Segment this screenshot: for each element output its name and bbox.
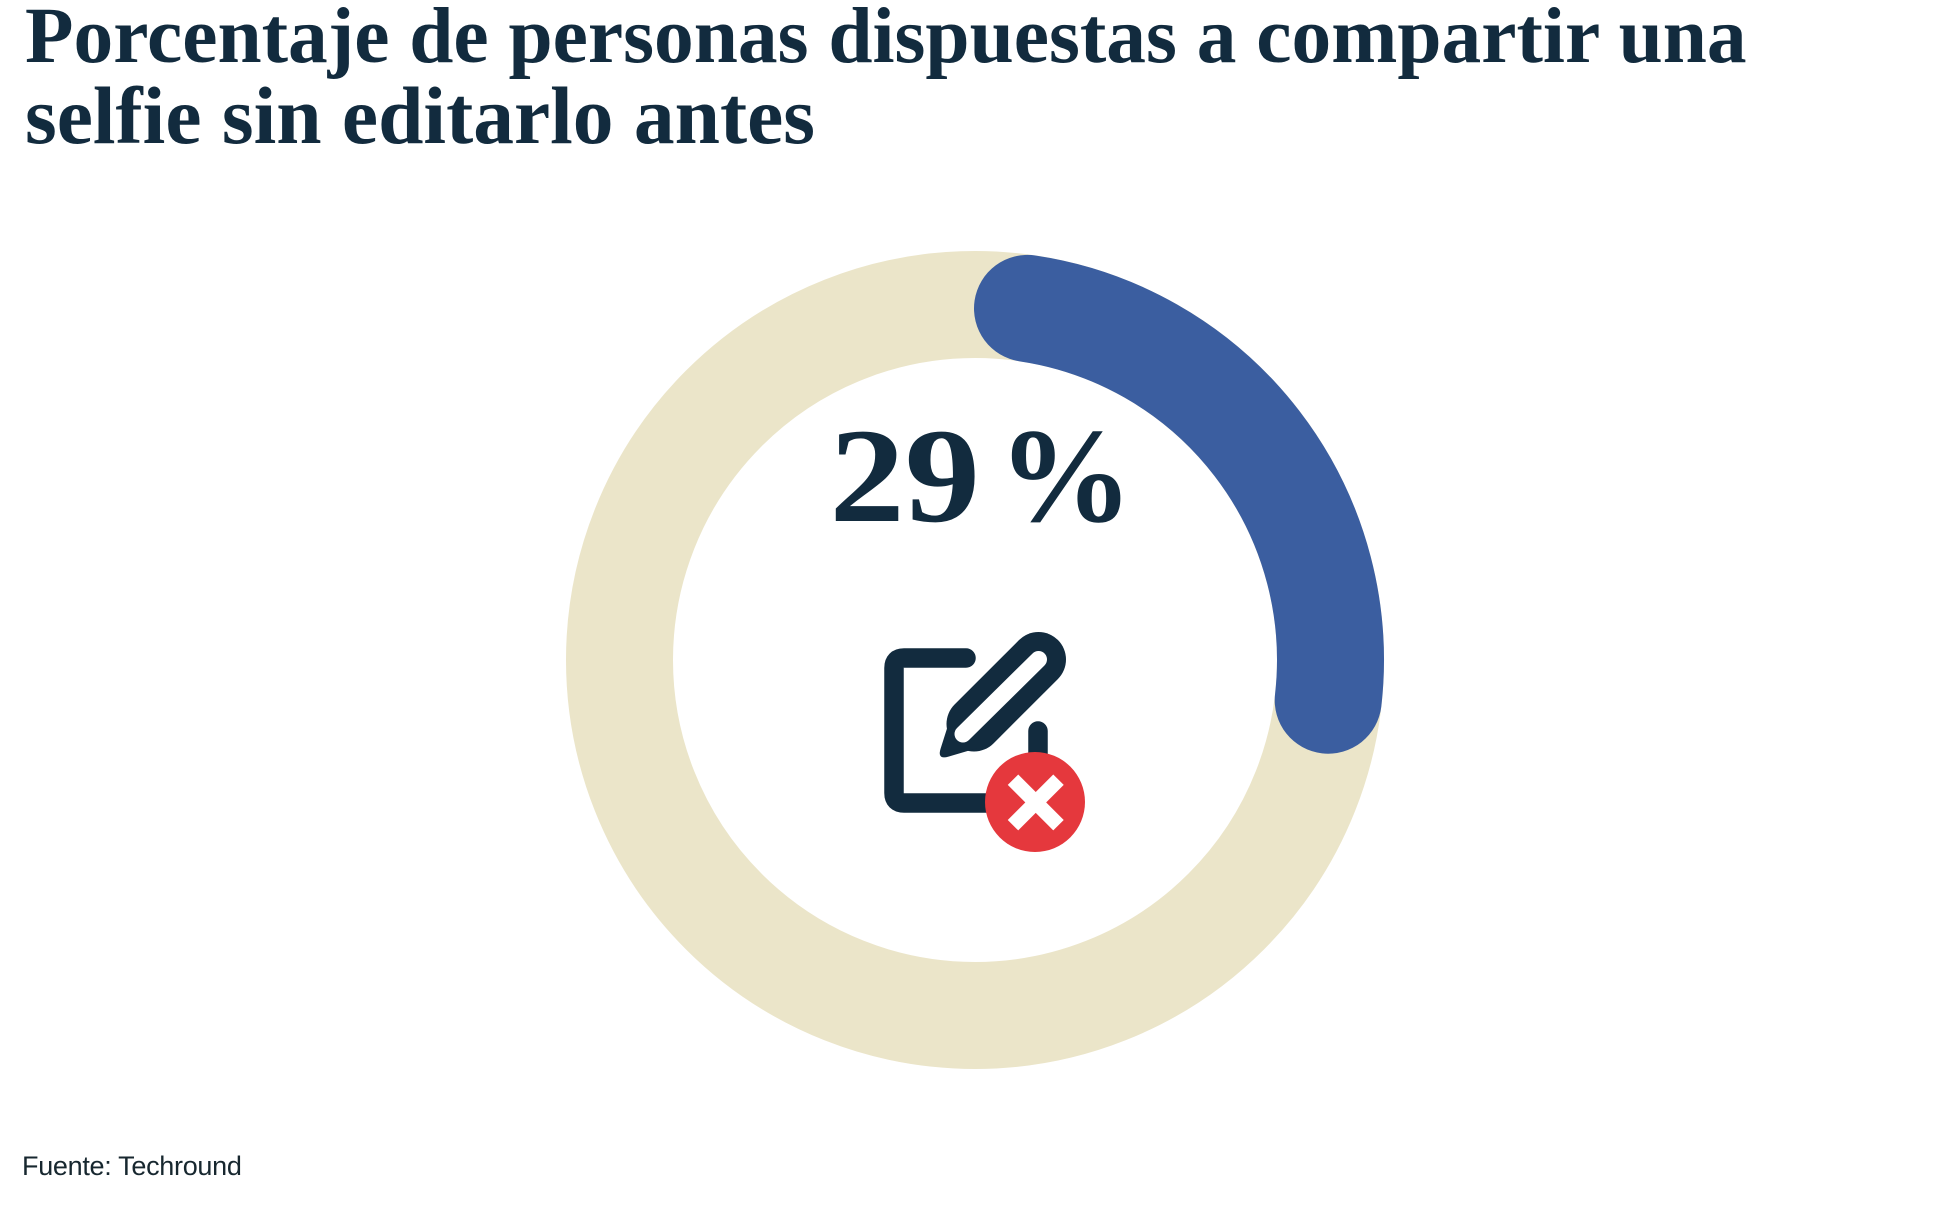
svg-text:29: 29	[829, 401, 980, 550]
svg-text:%: %	[998, 402, 1133, 551]
